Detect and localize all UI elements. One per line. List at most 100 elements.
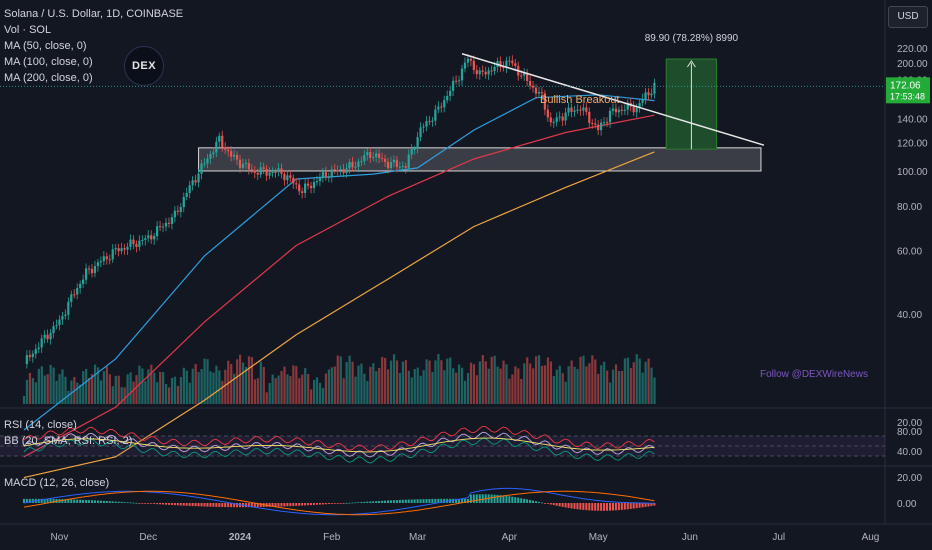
- macd-histogram-bar: [277, 503, 280, 507]
- candle-body: [505, 60, 508, 68]
- volume-bar: [179, 377, 182, 404]
- candle-body: [413, 148, 416, 150]
- volume-bar: [532, 368, 535, 404]
- macd-indicator-label[interactable]: MACD (12, 26, close): [4, 477, 110, 489]
- support-zone: [198, 147, 762, 172]
- macd-histogram-bar: [73, 499, 76, 503]
- macd-histogram-bar: [378, 500, 381, 503]
- candle-body: [431, 120, 434, 122]
- candle-body: [123, 248, 126, 250]
- ma100-line: [23, 114, 655, 458]
- volume-bar: [114, 375, 117, 404]
- macd-histogram-bar: [478, 494, 481, 503]
- volume-bar: [638, 358, 641, 404]
- candle-body: [463, 62, 467, 69]
- candle-body: [28, 355, 31, 358]
- macd-histogram-bar: [295, 503, 298, 506]
- macd-histogram-bar: [469, 494, 472, 503]
- candle-body: [206, 158, 209, 164]
- macd-histogram-bar: [481, 494, 484, 503]
- candle-body: [215, 141, 218, 153]
- macd-histogram-bar: [614, 503, 617, 511]
- macd-histogram-bar: [404, 499, 407, 503]
- candle-body: [534, 87, 538, 94]
- ma100-indicator-label[interactable]: MA (100, close, 0): [4, 56, 93, 68]
- candle-body: [129, 239, 132, 247]
- volume-bar: [458, 364, 461, 404]
- volume-bar: [647, 358, 650, 404]
- candle-body: [46, 334, 49, 340]
- candle-body: [561, 116, 564, 121]
- macd-histogram-bar: [579, 503, 582, 510]
- ma50-indicator-label[interactable]: MA (50, close, 0): [4, 40, 87, 52]
- volume-bar: [523, 363, 526, 404]
- macd-histogram-bar: [111, 501, 114, 503]
- candle-body: [555, 117, 558, 122]
- candle-body: [304, 183, 307, 193]
- candle-body: [380, 157, 384, 159]
- volume-bar: [283, 366, 286, 404]
- macd-histogram-bar: [517, 497, 520, 503]
- volume-bar: [469, 362, 473, 404]
- macd-histogram-bar: [392, 500, 395, 503]
- ma200-indicator-label[interactable]: MA (200, close, 0): [4, 72, 93, 84]
- volume-bar: [626, 357, 629, 404]
- bullish-breakout-annotation: Bullish Breakout: [540, 94, 620, 106]
- symbol-title[interactable]: Solana / U.S. Dollar, 1D, COINBASE: [4, 8, 184, 20]
- volume-bar: [389, 360, 393, 404]
- rsi-indicator-label[interactable]: RSI (14, close): [4, 419, 77, 431]
- candle-body: [105, 256, 108, 260]
- candle-body: [55, 325, 58, 327]
- candle-body: [227, 149, 230, 152]
- candle-body: [298, 184, 301, 192]
- candle-body: [185, 193, 188, 198]
- volume-bar: [609, 382, 612, 404]
- candle-body: [425, 121, 428, 127]
- candle-body: [194, 180, 197, 183]
- last-price-badge: [886, 77, 930, 104]
- macd-histogram-bar: [150, 503, 153, 504]
- volume-indicator-label[interactable]: Vol · SOL: [4, 24, 52, 36]
- macd-histogram-bar: [188, 503, 191, 506]
- candle-body: [117, 248, 120, 252]
- volume-bar: [508, 378, 511, 404]
- candle-body: [253, 170, 256, 173]
- candle-body: [111, 249, 114, 260]
- candle-body: [351, 161, 354, 168]
- macd-histogram-bar: [591, 503, 594, 511]
- price-tick-label: 200.00: [897, 59, 928, 70]
- bb-indicator-label[interactable]: BB (20, SMA, RSI: RSI, 2): [4, 435, 133, 447]
- candle-body: [164, 222, 168, 227]
- candle-body: [221, 135, 224, 148]
- candle-body: [144, 238, 147, 240]
- volume-bar: [61, 369, 64, 404]
- candle-body: [434, 109, 437, 121]
- volume-bar: [641, 372, 644, 404]
- candle-body: [315, 181, 319, 183]
- volume-bar: [407, 370, 410, 404]
- macd-histogram-bar: [268, 503, 271, 507]
- candle-body: [167, 222, 171, 224]
- macd-histogram-bar: [363, 501, 366, 503]
- candle-body: [40, 338, 43, 348]
- candle-body: [138, 240, 141, 247]
- macd-histogram-bar: [511, 496, 514, 503]
- macd-histogram-bar: [523, 498, 526, 503]
- macd-histogram-bar: [67, 499, 70, 503]
- candle-body: [440, 106, 443, 108]
- time-tick-label: Jun: [682, 532, 698, 543]
- volume-bar: [653, 377, 656, 404]
- volume-bar: [55, 380, 58, 404]
- macd-histogram-bar: [543, 503, 546, 504]
- volume-bar: [478, 361, 481, 404]
- candle-body: [70, 294, 73, 302]
- chart-legend: Solana / U.S. Dollar, 1D, COINBASE Vol ·…: [4, 6, 183, 86]
- currency-button[interactable]: USD: [888, 6, 928, 28]
- candle-body: [25, 355, 28, 365]
- macd-histogram-bar: [49, 498, 52, 503]
- macd-histogram-bar: [410, 499, 413, 503]
- macd-histogram-bar: [375, 501, 378, 503]
- candle-body: [443, 100, 446, 108]
- volume-bar: [342, 378, 345, 404]
